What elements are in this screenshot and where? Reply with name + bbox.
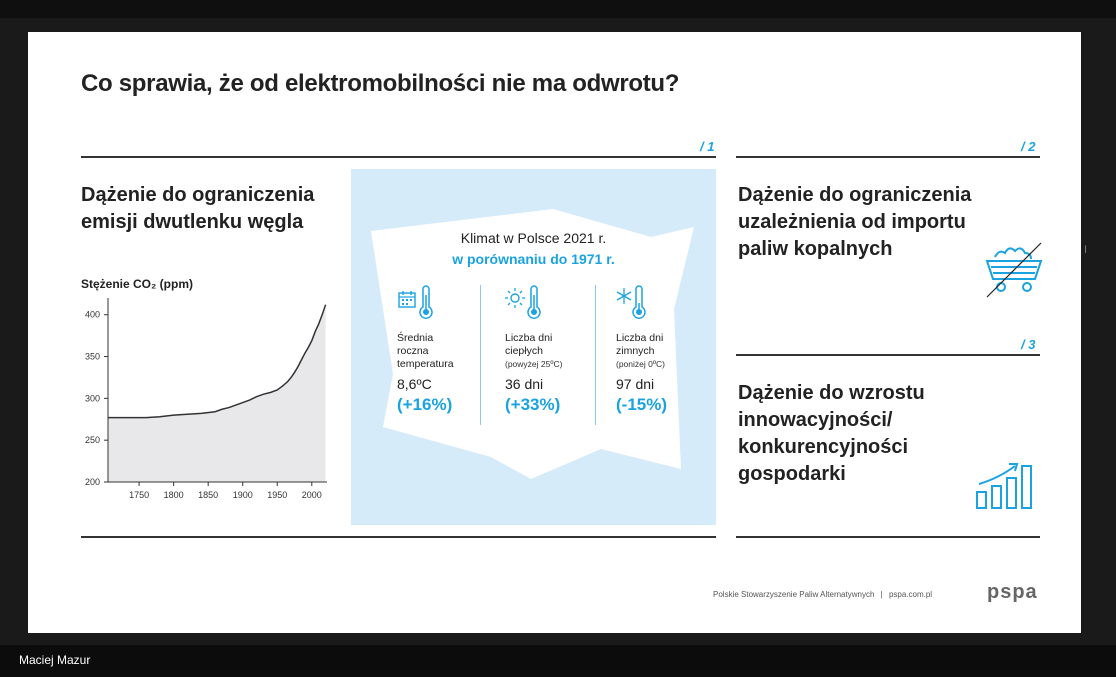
thermometer-icon bbox=[417, 285, 435, 326]
section1-heading-line2: emisji dwutlenku węgla bbox=[81, 211, 304, 233]
section2-heading-line1: Dążenie do ograniczenia bbox=[738, 184, 972, 206]
x-tick-label: 2000 bbox=[302, 490, 322, 500]
growth-chart-icon bbox=[975, 458, 1037, 515]
footer-org-name: Polskie Stowarzyszenie Paliw Alternatywn… bbox=[713, 590, 875, 599]
section3-heading-line2: innowacyjności/ bbox=[738, 409, 893, 431]
sun-icon bbox=[505, 287, 525, 314]
section2-heading: Dążenie do ograniczenia uzależnienia od … bbox=[738, 182, 971, 263]
stat-cold-label: Liczba dni zimnych (poniżej 0ºC) bbox=[616, 332, 665, 371]
footer-org: Polskie Stowarzyszenie Paliw Alternatywn… bbox=[713, 590, 932, 599]
stat-temperature-value: 8,6ºC bbox=[397, 376, 432, 392]
climate-panel: Klimat w Polsce 2021 r. w porównaniu do … bbox=[351, 169, 716, 525]
co2-area bbox=[108, 304, 326, 482]
section1-number: / 1 bbox=[700, 139, 715, 154]
footer-separator: | bbox=[880, 590, 883, 599]
coal-cart-icon bbox=[983, 237, 1045, 304]
presenter-name: Maciej Mazur bbox=[19, 653, 91, 667]
stat-cold-label1: Liczba dni bbox=[616, 332, 664, 344]
y-tick-label: 400 bbox=[85, 310, 100, 320]
presenter-bar bbox=[0, 645, 1116, 677]
x-tick-label: 1850 bbox=[198, 490, 218, 500]
thermometer-icon bbox=[630, 285, 648, 326]
stat-temperature-label: Średnia roczna temperatura bbox=[397, 332, 454, 371]
stat-warm-label: Liczba dni ciepłych (powyżej 25ºC) bbox=[505, 332, 562, 371]
stat-divider-2 bbox=[595, 285, 596, 425]
pspa-logo: pspa bbox=[987, 581, 1038, 603]
window-top-bar bbox=[0, 0, 1116, 18]
x-tick-label: 1750 bbox=[129, 490, 149, 500]
co2-line bbox=[108, 304, 327, 419]
x-tick-label: 1800 bbox=[164, 490, 184, 500]
section3-number: / 3 bbox=[1021, 337, 1036, 352]
stat-temperature-change: (+16%) bbox=[397, 395, 453, 414]
stat-warm-sub: (powyżej 25ºC) bbox=[505, 359, 563, 369]
chart-title: Stężenie CO₂ (ppm) bbox=[81, 277, 194, 291]
presentation-slide: Co sprawia, że od elektromobilności nie … bbox=[28, 32, 1081, 633]
section3-heading-line1: Dążenie do wzrostu bbox=[738, 382, 925, 404]
section2-heading-line2: uzależnienia od importu bbox=[738, 211, 966, 233]
stat-temperature-label2: roczna bbox=[397, 345, 429, 357]
section2-heading-line3: paliw kopalnych bbox=[738, 238, 893, 260]
section3-bottom-rule bbox=[736, 536, 1040, 538]
calendar-icon bbox=[397, 289, 417, 314]
climate-title-line1: Klimat w Polsce 2021 r. bbox=[460, 230, 607, 246]
section2-top-rule bbox=[736, 156, 1040, 158]
stat-temperature-label3: temperatura bbox=[397, 358, 454, 370]
climate-white-card bbox=[371, 209, 694, 479]
stat-temperature-label1: Średnia bbox=[397, 332, 434, 344]
stat-warm-value: 36 dni bbox=[505, 376, 544, 392]
stat-warm-label1: Liczba dni bbox=[505, 332, 553, 344]
section1-heading-line1: Dążenie do ograniczenia bbox=[81, 184, 315, 206]
stat-cold-sub: (poniżej 0ºC) bbox=[616, 359, 665, 369]
y-tick-label: 200 bbox=[85, 477, 100, 487]
section1-heading: Dążenie do ograniczenia emisji dwutlenku… bbox=[81, 182, 314, 236]
stat-divider-1 bbox=[480, 285, 481, 425]
stat-warm-label2: ciepłych bbox=[505, 345, 543, 357]
stat-warm-change: (+33%) bbox=[505, 395, 561, 414]
stat-cold-label2: zimnych bbox=[616, 345, 655, 357]
co2-chart: 200 250 300 350 400 1750 1800 1850 1900 1950 2000 bbox=[85, 298, 327, 500]
footer-url[interactable]: pspa.com.pl bbox=[888, 590, 933, 599]
section1-top-rule bbox=[81, 156, 716, 158]
section3-heading: Dążenie do wzrostu innowacyjności/ konku… bbox=[738, 380, 925, 488]
thermometer-icon bbox=[525, 285, 543, 326]
section1-bottom-rule bbox=[81, 536, 716, 538]
x-tick-label: 1900 bbox=[233, 490, 253, 500]
x-tick-label: 1950 bbox=[267, 490, 287, 500]
section3-top-rule bbox=[736, 354, 1040, 356]
climate-title-line2: w porównaniu do 1971 r. bbox=[452, 251, 615, 267]
section3-heading-line3: konkurencyjności bbox=[738, 436, 909, 458]
text-cursor-icon: I bbox=[1084, 244, 1088, 256]
y-tick-label: 250 bbox=[85, 435, 100, 445]
y-tick-label: 350 bbox=[85, 352, 100, 362]
stat-cold-change: (-15%) bbox=[616, 395, 668, 414]
stat-cold-value: 97 dni bbox=[616, 376, 655, 392]
slide-title: Co sprawia, że od elektromobilności nie … bbox=[81, 70, 680, 97]
snowflake-icon bbox=[616, 287, 632, 310]
section3-heading-line4: gospodarki bbox=[738, 463, 846, 485]
section2-number: / 2 bbox=[1021, 139, 1036, 154]
y-tick-label: 300 bbox=[85, 393, 100, 403]
